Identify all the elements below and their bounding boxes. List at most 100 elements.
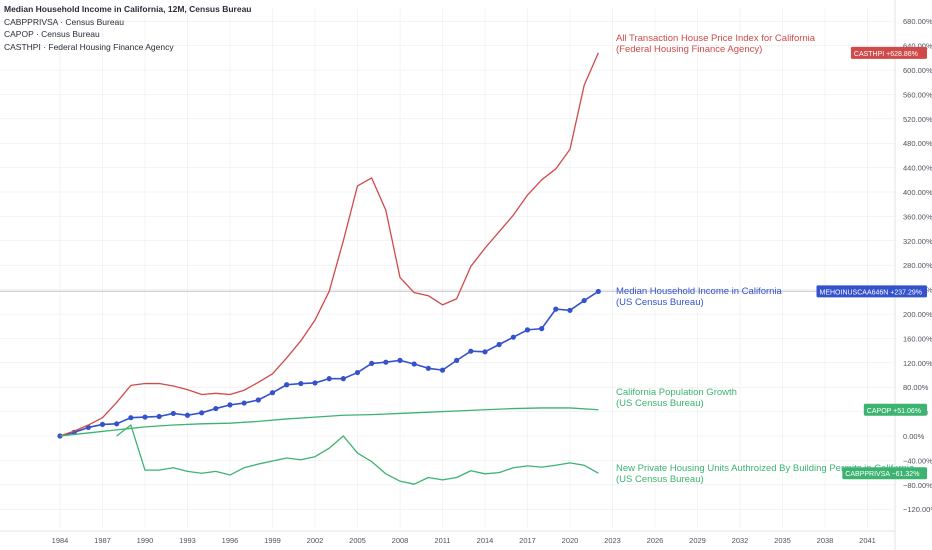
data-point-income <box>524 327 531 333</box>
x-tick-label: 1984 <box>52 536 69 545</box>
data-point-income <box>439 367 446 373</box>
data-point-income <box>510 334 516 340</box>
data-point-income <box>213 405 219 412</box>
x-tick-label: 2002 <box>307 536 324 545</box>
data-point-income <box>454 357 460 363</box>
data-point-income <box>241 400 247 406</box>
data-point-income <box>114 421 120 427</box>
x-tick-label: 2020 <box>562 536 579 545</box>
y-tick-label: −120.00% <box>903 505 932 514</box>
tag-bg-house_price <box>850 46 927 59</box>
data-point-income <box>581 297 587 304</box>
x-tick-label: 1987 <box>94 536 111 545</box>
series-source-permits: (US Census Bureau) <box>616 474 704 485</box>
data-point-income <box>298 380 304 387</box>
price-tags: MEHOINUSCAA646N +237.29% CASTHPI +628.86%… <box>816 46 927 480</box>
y-tick-label: 120.00% <box>903 359 932 368</box>
series-layer <box>57 52 601 485</box>
data-point-income <box>199 410 205 416</box>
data-point-income <box>184 412 191 418</box>
data-point-income <box>326 376 332 382</box>
data-point-income <box>156 413 162 420</box>
data-point-income <box>99 421 106 428</box>
tag-bg-population <box>863 403 927 416</box>
series-line-population <box>59 407 599 437</box>
data-point-income <box>255 397 261 403</box>
series-source-house_price: (Federal Housing Finance Agency) <box>616 44 762 55</box>
series-line-house_price <box>59 52 599 437</box>
data-point-income <box>128 415 134 421</box>
legend-item-population[interactable]: CAPOP · Census Bureau <box>4 29 100 39</box>
y-tick-label: 0.00% <box>903 432 925 441</box>
data-point-income <box>482 349 488 355</box>
data-point-income <box>468 348 474 354</box>
y-tick-label: −40.00% <box>903 456 932 465</box>
x-tick-label: 2032 <box>732 536 749 545</box>
legend-title[interactable]: Median Household Income in California, 1… <box>4 4 252 14</box>
legend: Median Household Income in California, 1… <box>4 3 252 53</box>
legend-item-house-price[interactable]: CASTHPI · Federal Housing Finance Agency <box>4 41 174 52</box>
x-axis: 1984 1987 1990 1993 1996 1999 2002 2005 2008 2011… <box>0 530 895 545</box>
y-tick-label: 360.00% <box>903 212 932 221</box>
x-tick-label: 2008 <box>392 536 409 545</box>
data-point-income <box>425 365 431 371</box>
y-tick-label: 200.00% <box>903 310 932 319</box>
x-tick-label: 2026 <box>647 536 664 545</box>
series-line-permits <box>116 424 599 485</box>
data-point-income <box>340 376 346 382</box>
tag-label-income: MEHOINUSCAA646N +237.29% <box>820 289 923 296</box>
y-tick-label: 280.00% <box>903 261 932 270</box>
series-label-population: California Population Growth <box>616 387 737 398</box>
data-point-income <box>170 410 176 417</box>
series-source-income: (US Census Bureau) <box>616 297 704 308</box>
y-tick-label: 80.00% <box>903 383 929 392</box>
y-tick-label: 560.00% <box>903 90 932 99</box>
x-tick-label: 2035 <box>774 536 791 545</box>
series-line-income <box>59 290 599 437</box>
x-tick-label: 1990 <box>137 536 154 545</box>
series-labels: Median Household Income in California(US… <box>616 33 915 485</box>
x-tick-label: 2041 <box>859 536 876 545</box>
y-tick-label: 680.00% <box>903 17 932 26</box>
x-tick-label: 2038 <box>817 536 834 545</box>
x-tick-label: 2017 <box>519 536 536 545</box>
series-source-population: (US Census Bureau) <box>616 398 704 409</box>
grid <box>0 8 895 528</box>
y-axis: 680.00% 640.00% 600.00% 560.00% 520.00% 480.0… <box>894 0 932 550</box>
data-point-income <box>227 402 233 408</box>
x-tick-label: 2005 <box>349 536 366 545</box>
data-point-income <box>411 361 417 367</box>
tag-bg-permits <box>842 467 927 480</box>
y-tick-label: 640.00% <box>903 42 932 51</box>
series-label-permits: New Private Housing Units Authroized By … <box>616 463 915 474</box>
y-tick-label: 480.00% <box>903 139 932 148</box>
x-tick-label: 1996 <box>222 536 239 545</box>
data-point-income <box>397 357 403 363</box>
data-point-income <box>354 369 361 376</box>
series-label-house_price: All Transaction House Price Index for Ca… <box>616 33 816 44</box>
tag-label-population: CAPOP +51.06% <box>867 408 921 415</box>
y-tick-label: 440.00% <box>903 164 932 173</box>
y-tick-label: 600.00% <box>903 66 932 75</box>
data-point-income <box>269 390 276 396</box>
data-point-income <box>539 326 545 332</box>
data-point-income <box>142 414 148 420</box>
data-point-income <box>553 306 559 312</box>
x-tick-label: 1993 <box>179 536 196 545</box>
legend-item-permits[interactable]: CABPPRIVSA · Census Bureau <box>4 16 125 27</box>
series-label-income: Median Household Income in California <box>616 286 783 297</box>
data-point-income <box>595 288 601 295</box>
x-tick-label: 2014 <box>477 536 494 545</box>
data-point-income <box>383 359 389 365</box>
data-point-income <box>312 380 318 386</box>
data-point-income <box>369 360 375 367</box>
y-tick-label: −80.00% <box>903 481 932 490</box>
x-tick-label: 1999 <box>264 536 281 545</box>
y-tick-label: 520.00% <box>903 115 932 124</box>
y-tick-label: 320.00% <box>903 237 932 246</box>
data-point-income <box>567 307 573 313</box>
x-tick-label: 2023 <box>604 536 621 545</box>
tag-label-house_price: CASTHPI +628.86% <box>854 51 918 58</box>
x-tick-label: 2011 <box>434 536 450 545</box>
data-point-income <box>284 382 290 388</box>
